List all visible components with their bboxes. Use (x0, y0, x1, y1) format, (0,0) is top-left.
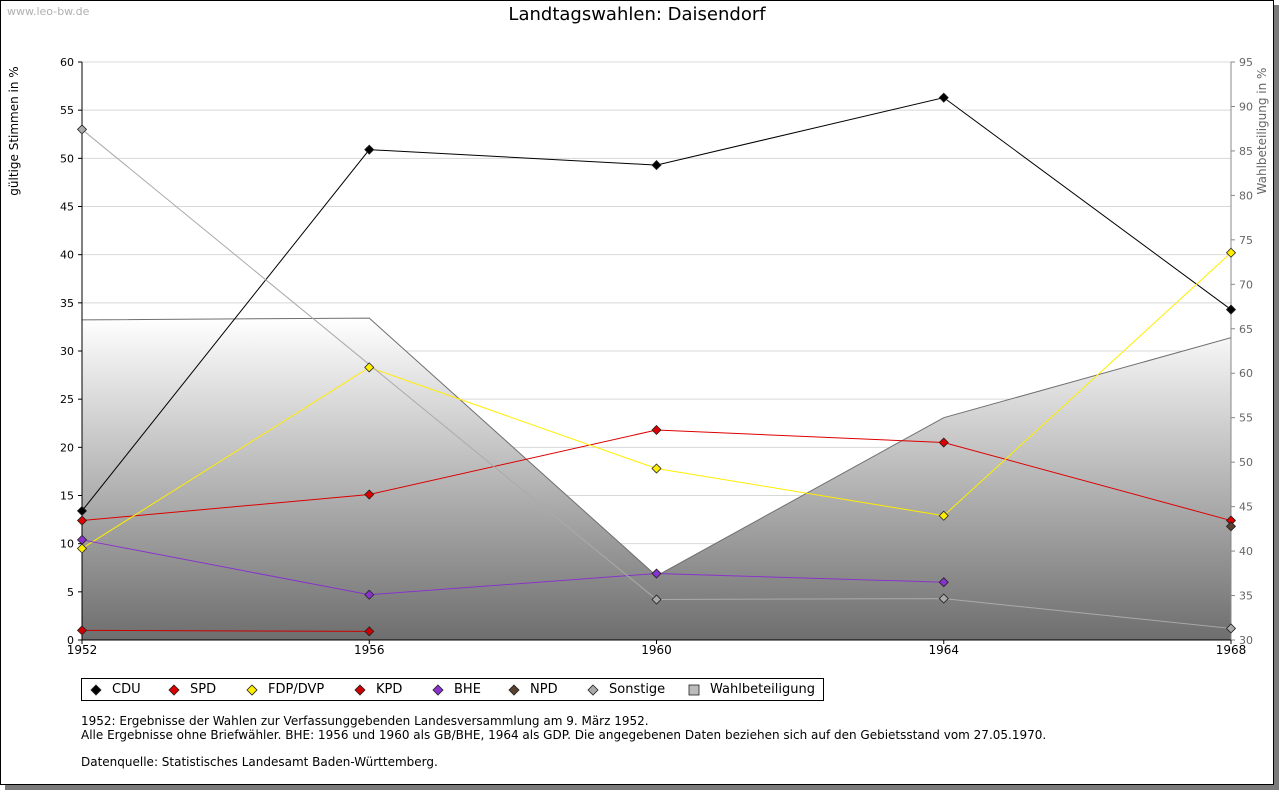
legend-marker-sonstige (587, 684, 599, 696)
data-point-bhe-1960 (651, 568, 662, 579)
legend-label-bhe: BHE (454, 682, 481, 697)
x-tick-label-1968: 1968 (1216, 643, 1247, 657)
legend-marker-bhe (432, 684, 444, 696)
series-line-kpd (81, 629, 370, 632)
legend-label-cdu: CDU (112, 682, 141, 697)
y2-tick-label-55: 55 (1239, 412, 1253, 425)
y2-tick-label-80: 80 (1239, 189, 1253, 202)
data-point-fdp-dvp-1968 (1225, 247, 1237, 258)
data-point-sonstige-1960 (651, 594, 662, 605)
data-point-fdp-dvp-1956 (364, 362, 375, 373)
legend: CDU SPD FDP/DVP KPD BHE NPD Sonstige Wahlbeteil… (81, 678, 824, 701)
y-tick-label-10: 10 (60, 538, 74, 551)
legend-label-wahlbeteiligung: Wahlbeteiligung (710, 682, 816, 697)
legend-marker-kpd (354, 684, 366, 696)
y2-tick-label-35: 35 (1239, 590, 1253, 603)
y-tick-label-5: 5 (67, 586, 74, 599)
y2-tick-label-85: 85 (1239, 145, 1253, 158)
data-point-spd-1956 (364, 489, 375, 500)
data-point-fdp-dvp-1964 (938, 510, 949, 521)
chart-title: Landtagswahlen: Daisendorf (508, 4, 766, 25)
y2-tick-label-60: 60 (1239, 367, 1253, 380)
y2-tick-label-45: 45 (1239, 501, 1253, 514)
y-tick-label-45: 45 (60, 201, 74, 214)
data-point-cdu-1952 (76, 505, 88, 516)
data-point-kpd-1956 (364, 626, 375, 637)
y2-tick-label-70: 70 (1239, 278, 1253, 291)
y-tick-label-60: 60 (60, 56, 74, 69)
data-point-spd-1952 (76, 515, 88, 526)
data-point-bhe-1952 (76, 534, 88, 545)
legend-marker-spd (168, 684, 180, 696)
data-point-spd-1960 (651, 424, 662, 436)
data-point-spd-1964 (938, 437, 949, 448)
y-tick-label-30: 30 (60, 345, 74, 358)
data-point-sonstige-1968 (1225, 623, 1237, 634)
y2-tick-label-95: 95 (1239, 56, 1253, 69)
x-tick-label-1960: 1960 (641, 643, 672, 657)
y-tick-label-40: 40 (60, 249, 74, 262)
footnote-general: Alle Ergebnisse ohne Briefwähler. BHE: 1… (81, 728, 1047, 742)
y-tick-label-35: 35 (60, 297, 74, 310)
footnote-1952: 1952: Ergebnisse der Wahlen zur Verfassu… (81, 714, 649, 728)
data-point-bhe-1956 (364, 589, 375, 600)
y2-tick-label-50: 50 (1239, 456, 1253, 469)
data-point-cdu-1960 (651, 160, 662, 171)
y2-tick-label-30: 30 (1239, 634, 1253, 647)
y-tick-label-0: 0 (67, 634, 74, 647)
x-tick-label-1956: 1956 (354, 643, 385, 657)
data-point-sonstige-1964 (938, 593, 949, 604)
area-wahlbeteiligung (81, 317, 1232, 641)
legend-marker-fdp-dvp (246, 684, 258, 696)
y2-tick-label-40: 40 (1239, 545, 1253, 558)
legend-label-spd: SPD (190, 682, 217, 697)
y2-tick-label-65: 65 (1239, 323, 1253, 336)
data-point-npd-1968 (1225, 521, 1237, 532)
legend-label-npd: NPD (530, 682, 558, 697)
watermark: www.leo-bw.de (7, 5, 90, 18)
legend-marker-cdu (90, 684, 102, 696)
x-tick-label-1952: 1952 (67, 643, 98, 657)
legend-label-kpd: KPD (376, 682, 403, 697)
y2-tick-label-75: 75 (1239, 234, 1253, 247)
data-point-cdu-1956 (364, 144, 375, 155)
legend-label-sonstige: Sonstige (609, 682, 666, 697)
legend-label-fdp-dvp: FDP/DVP (268, 682, 325, 697)
footnotes: 1952: Ergebnisse der Wahlen zur Verfassu… (81, 714, 1046, 769)
series-line-bhe (81, 539, 944, 596)
y2-tick-label-90: 90 (1239, 100, 1253, 113)
y-tick-label-25: 25 (60, 393, 74, 406)
data-source: Datenquelle: Statistisches Landesamt Bad… (81, 755, 438, 769)
y-tick-label-15: 15 (60, 490, 74, 503)
data-point-bhe-1964 (938, 577, 949, 588)
legend-marker-npd (508, 684, 520, 696)
data-point-kpd-1952 (76, 625, 88, 636)
y-tick-label-20: 20 (60, 441, 74, 454)
data-point-fdp-dvp-1960 (651, 463, 662, 474)
legend-marker-wahlbeteiligung (688, 684, 700, 696)
y-tick-label-50: 50 (60, 152, 74, 165)
data-point-cdu-1964 (938, 92, 949, 103)
x-tick-label-1964: 1964 (928, 643, 959, 657)
data-point-fdp-dvp-1952 (76, 543, 88, 554)
data-point-sonstige-1952 (76, 124, 88, 135)
data-point-cdu-1968 (1225, 304, 1237, 315)
y-tick-label-55: 55 (60, 104, 74, 117)
